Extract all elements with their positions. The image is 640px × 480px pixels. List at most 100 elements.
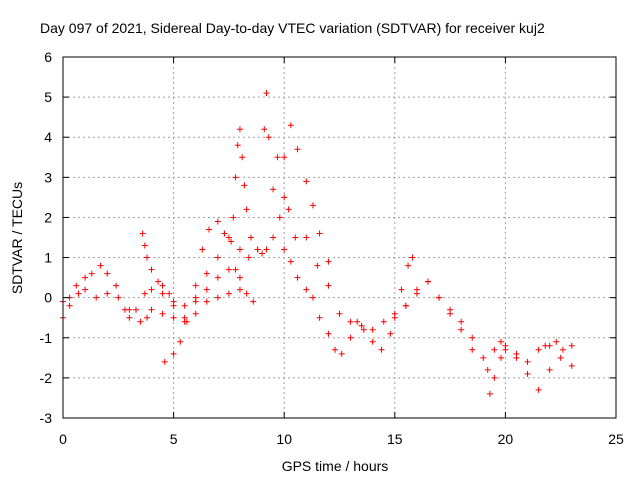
data-point [557,354,564,361]
data-point [405,262,412,269]
data-point [221,230,228,237]
y-tick-label: -3 [40,410,53,426]
x-tick-label: 20 [498,431,514,447]
data-point [524,358,531,365]
data-point [203,298,210,305]
data-point [447,306,454,313]
data-point [294,274,301,281]
data-point [126,314,133,321]
data-point [263,90,270,97]
data-point [347,334,354,341]
data-point [325,258,332,265]
data-point [183,318,190,325]
data-point [491,346,498,353]
data-point [177,338,184,345]
data-point [497,338,504,345]
data-point [358,322,365,329]
data-point [369,338,376,345]
data-point [239,154,246,161]
data-point [380,318,387,325]
y-tick-label: -2 [40,370,53,386]
data-point [236,246,243,253]
data-point [192,298,199,305]
data-point [192,282,199,289]
data-point [232,266,239,273]
data-point [292,234,299,241]
data-point [354,318,361,325]
data-point [181,302,188,309]
x-axis-label: GPS time / hours [282,458,389,474]
data-point [115,294,122,301]
data-point [303,178,310,185]
data-point [82,286,89,293]
data-point [265,134,272,141]
data-point [259,250,266,257]
data-point [458,318,465,325]
data-point [303,286,310,293]
data-point [170,350,177,357]
data-point [97,262,104,269]
data-point [424,278,431,285]
data-point [141,290,148,297]
grid-lines [63,57,616,418]
y-tick-label: 1 [44,250,52,266]
data-point [245,254,252,261]
data-point [254,246,261,253]
data-point [144,254,151,261]
data-point [546,342,553,349]
data-point [336,310,343,317]
data-point [232,174,239,181]
data-point [214,218,221,225]
data-point [214,274,221,281]
data-point [413,290,420,297]
data-point [270,186,277,193]
data-point [409,254,416,261]
y-tick-label: 5 [44,89,52,105]
data-point [250,298,257,305]
data-point [144,314,151,321]
data-point [139,230,146,237]
data-point [141,242,148,249]
x-tick-label: 25 [608,431,624,447]
axis-ticks: 0 5 10 15 20 25 -3 -2 -1 0 1 2 3 4 5 6 [40,49,624,447]
data-point [325,330,332,337]
y-tick-label: 6 [44,49,52,65]
data-point [104,270,111,277]
data-point [181,314,188,321]
data-point [553,338,560,345]
x-tick-label: 15 [387,431,403,447]
data-point [225,290,232,297]
x-tick-label: 0 [59,431,67,447]
data-point [148,286,155,293]
data-point [568,342,575,349]
data-point [387,330,394,337]
data-point [391,314,398,321]
data-point [524,370,531,377]
data-point [228,238,235,245]
data-point [148,306,155,313]
data-point [234,142,241,149]
data-point [303,234,310,241]
data-point [316,230,323,237]
data-point [484,366,491,373]
data-point [287,258,294,265]
data-point [325,282,332,289]
data-point [261,126,268,133]
data-point [281,246,288,253]
data-point [126,306,133,313]
data-point [402,302,409,309]
data-point [148,266,155,273]
data-point [281,154,288,161]
data-point [170,302,177,309]
data-point [276,214,283,221]
y-tick-label: 4 [44,129,52,145]
y-tick-label: 3 [44,169,52,185]
data-point [66,302,73,309]
data-point [294,146,301,153]
data-point [214,294,221,301]
data-point [535,386,542,393]
data-point [568,362,575,369]
data-point [497,354,504,361]
data-point [236,274,243,281]
